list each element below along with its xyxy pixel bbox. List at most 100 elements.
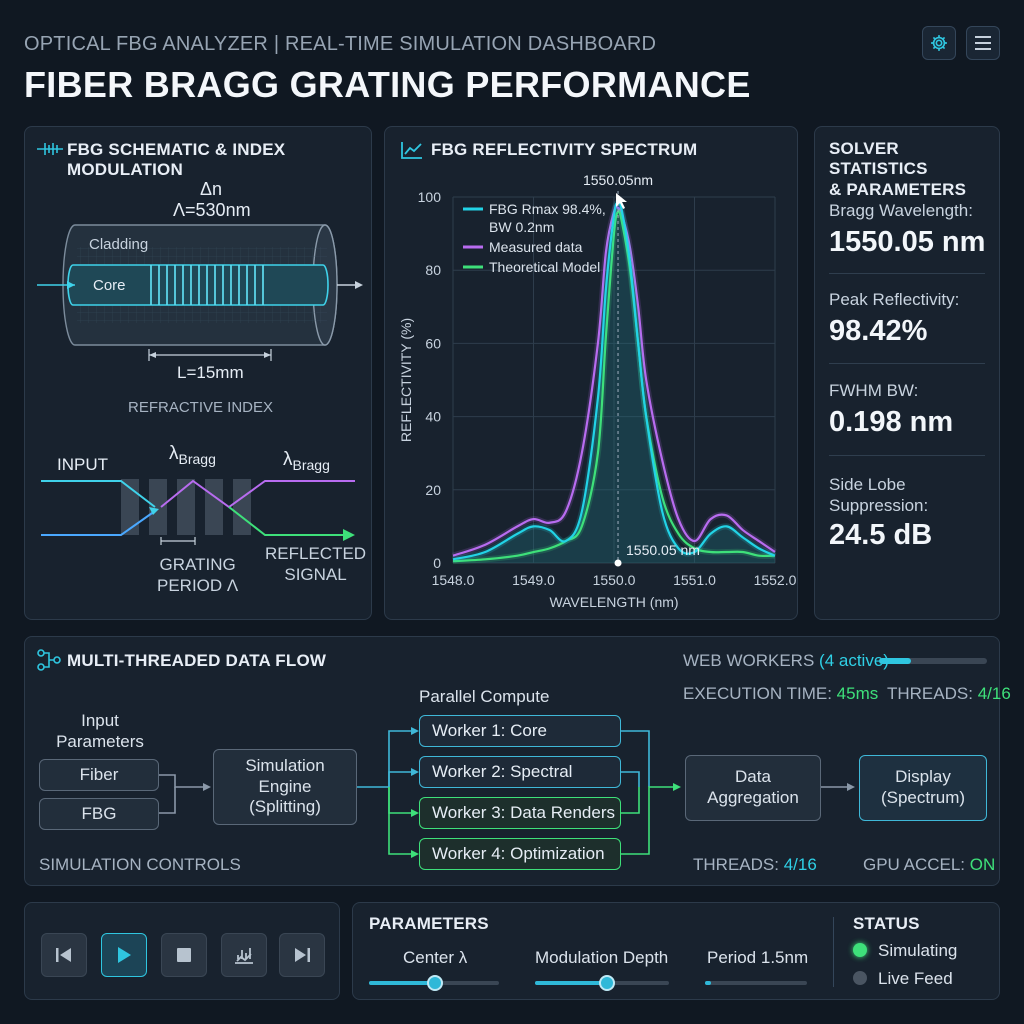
input-params-line1: Input [81,711,119,730]
lambda-bragg-left: λBragg [169,443,216,467]
legend-label: BW 0.2nm [489,219,554,235]
skip-forward-icon [295,948,310,962]
legend-label: Theoretical Model [489,259,600,275]
skip-forward-button[interactable] [279,933,325,977]
lambda-bragg-right: λBragg [283,449,330,473]
dashboard-subtitle: OPTICAL FBG ANALYZER | REAL-TIME SIMULAT… [24,33,657,55]
play-button[interactable] [101,933,147,977]
period-slider-label: Period 1.5nm [707,948,809,967]
data-aggregation-node[interactable]: Data Aggregation [685,755,821,821]
reflected-line1: REFLECTED [265,544,367,563]
side-lobe-line2: Suppression: [829,496,929,516]
signal-diagram [41,479,355,545]
status-title: STATUS [853,914,920,933]
worker-4[interactable]: Worker 4: Optimization [419,838,621,870]
workers-progress-track [879,658,987,664]
length-label: L=15mm [177,363,244,382]
worker-1[interactable]: Worker 1: Core [419,715,621,747]
center-lambda-knob[interactable] [427,975,443,991]
grating-period-line2: PERIOD Λ [157,576,239,596]
spectrum-area [453,202,775,563]
period-track[interactable] [705,981,807,985]
fwhm-label: FWHM BW: [829,381,919,400]
input-label: INPUT [57,455,108,474]
y-tick-label: 0 [433,555,441,571]
grating-icon [37,143,63,155]
x-tick-label: 1549.0 [512,572,555,588]
agg-line1: Data [735,767,771,787]
dataflow-panel: MULTI-THREADED DATA FLOW WEB WORKERS (4 … [24,636,1011,886]
parameters-panel: PARAMETERS Center λ Modulation Depth Per… [352,902,1000,1000]
gpu-label: GPU ACCEL: [863,855,966,874]
fbg-node[interactable]: FBG [39,798,159,830]
settings-button[interactable] [922,26,956,60]
fiber-node[interactable]: Fiber [39,759,159,791]
lambda-symbol: λ [169,443,179,464]
divider [829,455,985,456]
fiber-schematic [37,224,363,361]
display-spectrum-node[interactable]: Display (Spectrum) [859,755,987,821]
line-chart-icon [401,142,422,159]
menu-button[interactable] [966,26,1000,60]
delta-n-label: Δn [200,179,223,199]
simulating-indicator [853,943,867,957]
skip-back-icon [56,948,71,962]
worker-2[interactable]: Worker 2: Spectral [419,756,621,788]
chart-button[interactable] [221,933,267,977]
workers-progress-fill [879,658,912,664]
worker-3[interactable]: Worker 3: Data Renders [419,797,621,829]
web-workers-label: WEB WORKERS (4 active) [683,651,889,671]
bragg-wavelength-label: Bragg Wavelength: [829,201,973,220]
stats-panel: SOLVER STATISTICS & PARAMETERS Bragg Wav… [814,126,1000,620]
reflected-signal-label: REFLECTED SIGNAL [265,543,366,586]
flow-connectors [159,727,855,858]
spectrum-panel: FBG REFLECTIVITY SPECTRUM 0 20 40 60 80 100 15… [384,126,798,620]
stop-button[interactable] [161,933,207,977]
divider [829,363,985,364]
grating-period-line1: GRATING [159,555,236,574]
threads-bottom-value: 4/16 [783,855,817,874]
cursor-pointer-icon [616,193,628,209]
cladding-label: Cladding [89,236,149,253]
engine-line1: Simulation [245,755,325,775]
x-tick-label: 1548.0 [432,572,475,588]
modulation-depth-label: Modulation Depth [535,948,669,967]
grating-period-label: GRATING PERIOD Λ [157,554,238,597]
threads-value: 4/16 [977,684,1011,703]
peak-label-bottom: 1550.05 nm [626,542,700,558]
live-feed-label: Live Feed [878,969,953,988]
y-axis-label: REFLECTIVITY (%) [398,318,414,442]
simulating-label: Simulating [878,941,958,960]
period-label: Λ=530nm [173,200,251,220]
modulation-depth-knob[interactable] [599,975,615,991]
bragg-wavelength-value: 1550.05 nm [829,226,986,258]
playback-controls-panel [24,902,340,1000]
threads-label: THREADS: [886,684,973,703]
input-params-line2: Parameters [56,731,144,751]
stats-title-line2: & PARAMETERS [829,179,967,199]
network-icon [37,649,61,671]
skip-back-button[interactable] [41,933,87,977]
input-parameters-label: Input Parameters [39,711,161,752]
simulation-engine-node[interactable]: Simulation Engine (Splitting) [213,749,357,825]
reflected-line2: SIGNAL [284,565,347,585]
y-tick-label: 60 [425,335,441,351]
peak-marker-dot [614,559,622,567]
divider [829,273,985,274]
simulation-controls-label: SIMULATION CONTROLS [39,855,241,874]
x-axis-label: WAVELENGTH (nm) [549,594,678,610]
parallel-compute-label: Parallel Compute [419,687,550,706]
x-tick-label: 1552.0 [754,572,797,588]
peak-reflectivity-label: Peak Reflectivity: [829,290,960,309]
stats-title-line1: SOLVER STATISTICS [829,139,928,179]
agg-line2: Aggregation [707,788,799,807]
peak-reflectivity-value: 98.42% [829,315,928,347]
threads-bottom: THREADS: 4/16 [693,855,817,875]
gear-icon [931,35,947,51]
core-label: Core [93,277,126,294]
execution-stats: EXECUTION TIME: 45ms THREADS: 4/16 [683,684,1011,704]
period-fill [705,981,711,985]
schematic-panel: FBG SCHEMATIC & INDEX MODULATION Δn Λ=53… [24,126,372,620]
x-tick-label: 1550.0 [593,572,636,588]
x-tick-label: 1551.0 [673,572,716,588]
